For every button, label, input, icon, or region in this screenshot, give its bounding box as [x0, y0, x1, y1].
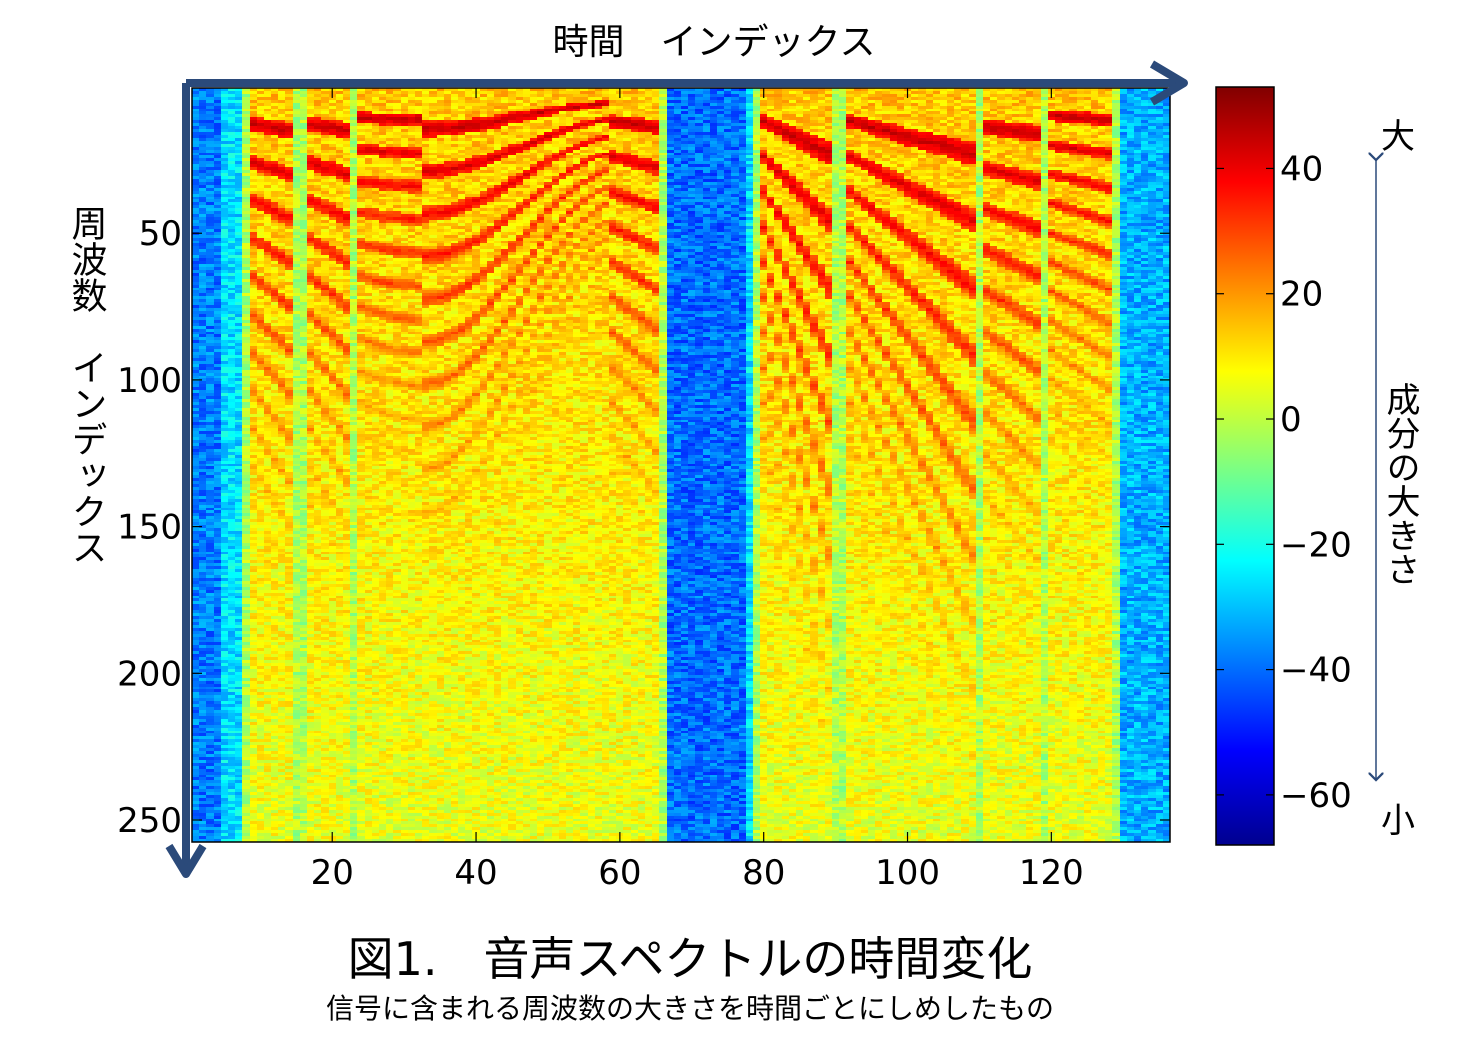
- figure-subcaption: 信号に含まれる周波数の大きさを時間ごとにしめしたもの: [326, 992, 1054, 1025]
- time-axis-arrow: [186, 60, 1188, 106]
- y-tick-label: 200: [117, 654, 182, 694]
- colorbar-tick-label: 0: [1280, 400, 1302, 440]
- y-axis-ticks: 50 100 150 200 250: [117, 214, 1170, 841]
- heatmap-area: [192, 88, 1170, 842]
- colorbar-tick-label: −20: [1280, 525, 1352, 565]
- y-tick-label: 150: [117, 508, 182, 548]
- x-tick-label: 40: [454, 853, 497, 893]
- x-tick-label: 60: [598, 853, 641, 893]
- colorbar-ticks: 40 20 0 −20 −40 −60: [1216, 149, 1352, 816]
- colorbar-tick-label: −40: [1280, 651, 1352, 691]
- colorbar-tick-label: 40: [1280, 149, 1323, 189]
- plot-frame: [191, 87, 1171, 843]
- colorbar-high-label: 大: [1381, 117, 1415, 157]
- x-tick-label: 100: [875, 853, 940, 893]
- x-tick-label: 120: [1019, 853, 1084, 893]
- x-axis-ticks: 20 40 60 80 100 120: [311, 88, 1084, 893]
- y-tick-label: 50: [139, 214, 182, 254]
- x-axis-label: 時間 インデックス: [553, 22, 876, 63]
- colorbar: [1215, 86, 1275, 846]
- x-tick-label: 80: [742, 853, 785, 893]
- colorbar-low-label: 小: [1381, 801, 1415, 841]
- figure-caption: 図1. 音声スペクトルの時間変化: [348, 932, 1033, 986]
- colorbar-label: 成分の大きさ: [1380, 382, 1420, 586]
- x-tick-label: 20: [311, 853, 354, 893]
- y-axis-label: 周波数 インデックス: [66, 205, 107, 565]
- frequency-axis-arrow: [165, 83, 207, 878]
- y-tick-label: 250: [117, 801, 182, 841]
- colorbar-tick-label: 20: [1280, 275, 1323, 315]
- colorbar-tick-label: −60: [1280, 776, 1352, 816]
- y-tick-label: 100: [117, 361, 182, 401]
